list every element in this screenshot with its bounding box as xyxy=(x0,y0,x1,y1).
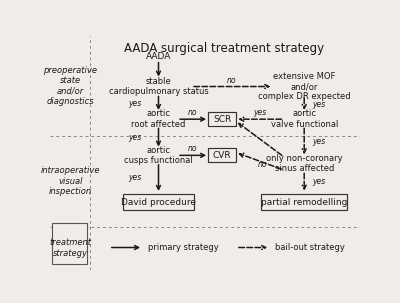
Text: aortic
cusps functional: aortic cusps functional xyxy=(124,146,193,165)
Text: CVR: CVR xyxy=(213,151,231,160)
FancyBboxPatch shape xyxy=(52,223,87,264)
Text: yes: yes xyxy=(312,99,325,108)
FancyBboxPatch shape xyxy=(262,194,347,210)
Text: yes: yes xyxy=(128,174,142,182)
Text: AADA surgical treatment strategy: AADA surgical treatment strategy xyxy=(124,42,324,55)
FancyBboxPatch shape xyxy=(208,112,236,126)
Text: no: no xyxy=(188,144,197,153)
Text: no: no xyxy=(188,108,197,117)
Text: yes: yes xyxy=(312,137,325,146)
Text: SCR: SCR xyxy=(213,115,231,124)
Text: bail-out strategy: bail-out strategy xyxy=(275,243,345,252)
Text: preoperative
state
and/or
diagnostics: preoperative state and/or diagnostics xyxy=(43,66,97,106)
Text: aortic
root affected: aortic root affected xyxy=(131,109,186,129)
Text: yes: yes xyxy=(254,108,267,117)
Text: yes: yes xyxy=(128,98,142,108)
FancyBboxPatch shape xyxy=(124,194,194,210)
Text: treatment
strategy: treatment strategy xyxy=(49,238,91,258)
FancyBboxPatch shape xyxy=(208,148,236,162)
Text: no: no xyxy=(258,160,267,169)
Text: yes: yes xyxy=(128,133,142,142)
Text: no: no xyxy=(226,76,236,85)
Text: AADA: AADA xyxy=(146,52,171,61)
Text: partial remodelling: partial remodelling xyxy=(261,198,347,207)
Text: primary strategy: primary strategy xyxy=(148,243,218,252)
Text: extensive MOF
and/or
complex DR expected: extensive MOF and/or complex DR expected xyxy=(258,72,350,102)
Text: yes: yes xyxy=(312,178,325,186)
Text: aortic
valve functional: aortic valve functional xyxy=(270,109,338,129)
Text: David procedure: David procedure xyxy=(121,198,196,207)
Text: stable
cardiopulmonary status: stable cardiopulmonary status xyxy=(109,77,208,96)
Text: intraoperative
visual
inspection: intraoperative visual inspection xyxy=(40,166,100,196)
Text: only non-coronary
sinus affected: only non-coronary sinus affected xyxy=(266,154,342,173)
